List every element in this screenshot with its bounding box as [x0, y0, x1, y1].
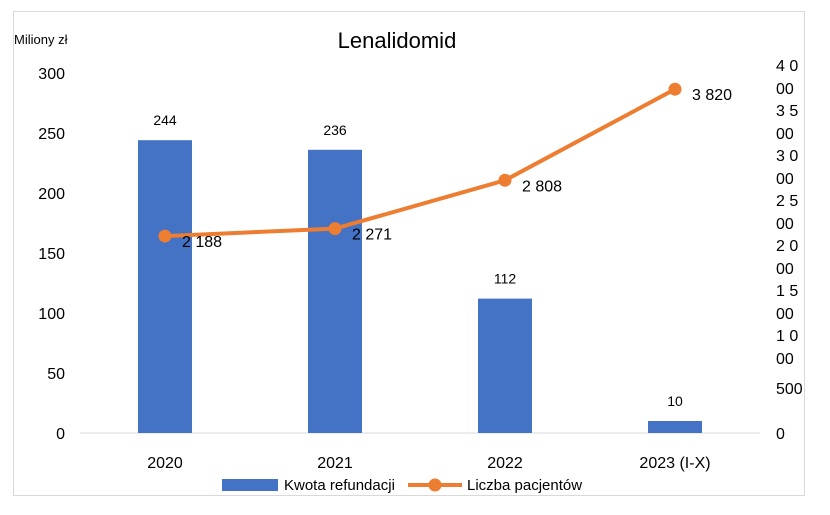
line-marker-2022: [498, 173, 512, 187]
bar-2021: [308, 149, 362, 434]
left-axis-unit-label: Miliony zł: [14, 32, 68, 47]
chart-title: Lenalidomid: [338, 28, 457, 53]
left-y-tick-label: 0: [56, 426, 65, 443]
bar-2020: [138, 140, 192, 433]
left-y-tick-label: 150: [38, 246, 65, 263]
bar-data-label: 244: [153, 112, 177, 128]
line-data-label: 2 188: [182, 234, 222, 251]
patients-line: [164, 87, 676, 239]
right-y-tick-label: 0: [776, 426, 785, 443]
line-marker-2021: [328, 222, 342, 236]
right-y-tick-label: 3 5 00: [776, 103, 798, 143]
left-y-tick-label: 50: [47, 366, 65, 383]
legend-label-bars: Kwota refundacji: [284, 477, 395, 494]
x-tick-label: 2023 (I-X): [639, 455, 710, 472]
line-marker-2023 (I-X): [668, 82, 682, 96]
right-y-tick-label: 2 0 00: [776, 238, 798, 278]
left-y-tick-label: 200: [38, 186, 65, 203]
right-y-tick-label: 4 0 00: [776, 58, 798, 98]
left-y-tick-label: 250: [38, 126, 65, 143]
bar-data-label: 10: [667, 393, 683, 409]
left-y-tick-label: 100: [38, 306, 65, 323]
line-data-label: 2 271: [352, 227, 392, 244]
right-y-tick-label: 2 5 00: [776, 193, 798, 233]
left-y-tick-label: 300: [38, 66, 65, 83]
line-marker-2020: [158, 229, 172, 243]
legend-label-line: Liczba pacjentów: [467, 477, 582, 494]
line-data-label: 2 808: [522, 178, 562, 195]
bar-data-label: 236: [323, 122, 347, 138]
legend-marker-line: [428, 478, 442, 492]
bar-2023 (I-X): [648, 421, 702, 433]
bar-data-label: 112: [494, 271, 517, 287]
x-tick-label: 2020: [147, 455, 183, 472]
x-tick-label: 2021: [317, 455, 353, 472]
legend-swatch-bars: [222, 479, 278, 491]
right-y-tick-label: 1 0 00: [776, 328, 798, 368]
right-y-tick-label: 3 0 00: [776, 148, 798, 188]
right-y-tick-label: 1 5 00: [776, 283, 798, 323]
right-y-tick-label: 500: [776, 381, 803, 398]
bar-2022: [478, 298, 532, 433]
line-data-label: 3 820: [692, 87, 732, 104]
x-tick-label: 2022: [487, 455, 523, 472]
